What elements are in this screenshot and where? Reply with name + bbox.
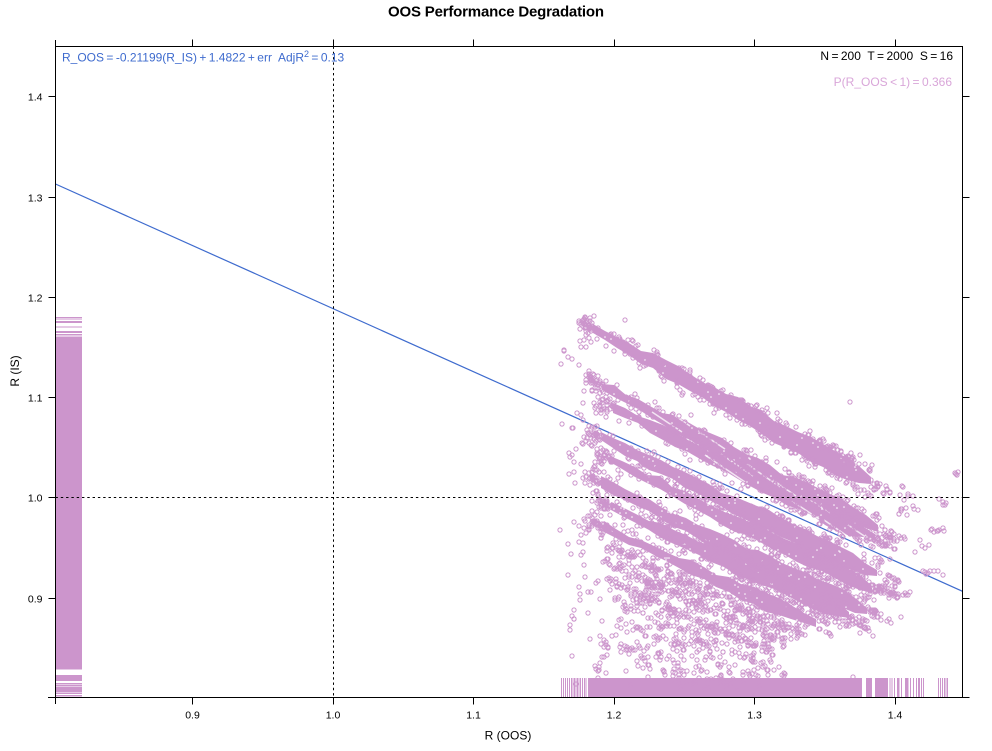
- svg-text:1.1: 1.1: [28, 392, 43, 404]
- svg-text:R (OOS): R (OOS): [485, 729, 532, 743]
- svg-text:P(R_OOS < 1) = 0.366: P(R_OOS < 1) = 0.366: [834, 75, 953, 89]
- svg-text:1.3: 1.3: [747, 710, 762, 722]
- svg-text:N = 200 T = 2000 S = 16: N = 200 T = 2000 S = 16: [820, 49, 953, 63]
- svg-text:R (IS): R (IS): [8, 355, 22, 386]
- svg-text:1.0: 1.0: [326, 710, 341, 722]
- svg-text:1.4: 1.4: [28, 91, 43, 103]
- svg-text:1.2: 1.2: [28, 292, 43, 304]
- svg-text:1.3: 1.3: [28, 192, 43, 204]
- svg-text:R_OOS = -0.21199(R_IS) + 1.482: R_OOS = -0.21199(R_IS) + 1.4822 + err Ad…: [62, 49, 345, 65]
- svg-text:1.0: 1.0: [28, 492, 43, 504]
- svg-text:0.9: 0.9: [185, 710, 200, 722]
- svg-text:OOS Performance Degradation: OOS Performance Degradation: [388, 4, 604, 21]
- svg-text:1.1: 1.1: [466, 710, 481, 722]
- svg-text:0.9: 0.9: [28, 593, 43, 605]
- svg-text:1.2: 1.2: [607, 710, 622, 722]
- svg-text:1.4: 1.4: [888, 710, 903, 722]
